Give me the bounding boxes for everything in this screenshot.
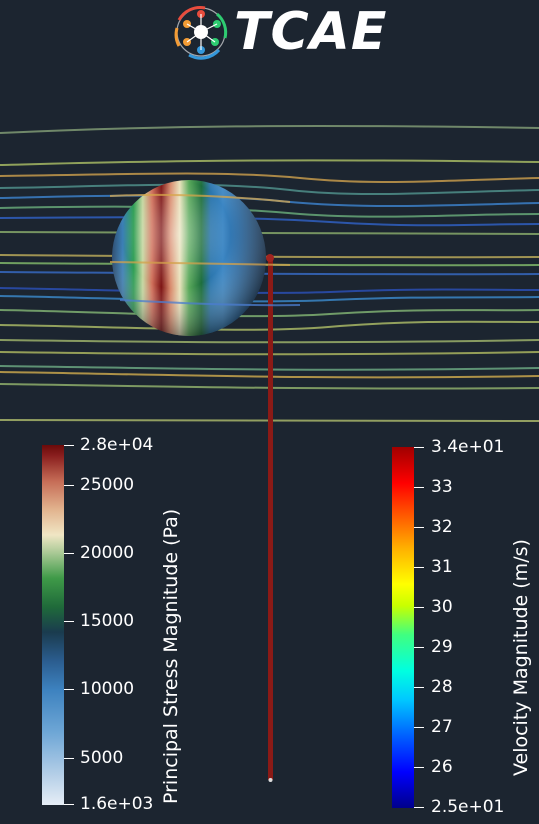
velocity-tick-label: 28 — [431, 677, 453, 697]
velocity-tick — [414, 687, 424, 688]
support-rod — [268, 255, 273, 780]
sphere-object — [112, 180, 266, 336]
logo-text: TCAE — [234, 2, 388, 62]
velocity-legend-title: Velocity Magnitude (m/s) — [510, 539, 532, 776]
velocity-tick — [414, 527, 424, 528]
rod-base — [268, 778, 273, 782]
velocity-tick-label: 27 — [431, 717, 453, 737]
stress-tick-label: 15000 — [80, 611, 135, 631]
velocity-tick — [414, 567, 424, 568]
velocity-min-label: 2.5e+01 — [431, 797, 505, 817]
streamlines — [0, 124, 539, 423]
velocity-tick-label: 26 — [431, 757, 453, 777]
logo-emblem-icon — [174, 6, 228, 60]
velocity-tick-label: 33 — [431, 477, 453, 497]
velocity-tick — [414, 647, 424, 648]
stress-tick — [64, 621, 74, 622]
velocity-tick-label: 29 — [431, 637, 453, 657]
streamlines-front — [109, 193, 301, 307]
stress-tick-min — [64, 804, 74, 805]
velocity-tick-label: 30 — [431, 597, 453, 617]
velocity-tick-max — [414, 447, 424, 448]
stress-tick-max — [64, 445, 74, 446]
stress-tick — [64, 689, 74, 690]
velocity-tick — [414, 767, 424, 768]
velocity-max-label: 3.4e+01 — [431, 437, 505, 457]
velocity-tick — [414, 727, 424, 728]
tcae-logo — [174, 6, 228, 60]
velocity-tick-label: 32 — [431, 517, 453, 537]
stress-min-label: 1.6e+03 — [80, 794, 154, 814]
velocity-tick-label: 31 — [431, 557, 453, 577]
stress-colorbar — [42, 445, 64, 805]
velocity-colorbar — [392, 447, 414, 808]
stress-tick-label: 10000 — [80, 679, 135, 699]
stress-tick-label: 5000 — [80, 748, 124, 768]
stress-legend-title: Principal Stress Magnitude (Pa) — [160, 508, 182, 804]
stress-tick — [64, 553, 74, 554]
velocity-tick-min — [414, 807, 424, 808]
velocity-tick — [414, 487, 424, 488]
stress-tick-label: 20000 — [80, 543, 135, 563]
stress-tick — [64, 485, 74, 486]
stress-tick-label: 25000 — [80, 475, 135, 495]
velocity-tick — [414, 607, 424, 608]
rod-tip — [266, 254, 274, 262]
stress-max-label: 2.8e+04 — [80, 435, 154, 455]
stress-tick — [64, 758, 74, 759]
